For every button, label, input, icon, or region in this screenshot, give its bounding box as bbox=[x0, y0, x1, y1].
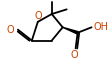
Text: O: O bbox=[71, 50, 78, 60]
Text: OH: OH bbox=[93, 22, 108, 32]
Text: O: O bbox=[7, 25, 14, 35]
Polygon shape bbox=[63, 27, 78, 34]
Text: O: O bbox=[35, 11, 43, 21]
